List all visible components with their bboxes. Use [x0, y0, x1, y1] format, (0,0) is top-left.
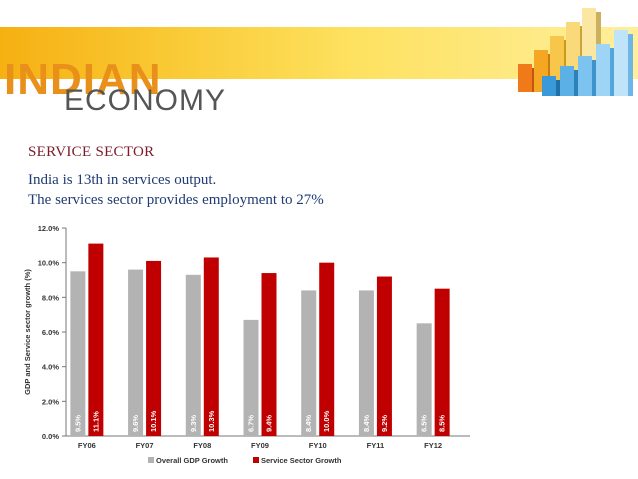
service-growth-bar [376, 276, 392, 436]
bar-value-label: 9.4% [265, 415, 274, 432]
bar-chart-logo-icon [518, 8, 633, 96]
x-tick-label: FY08 [193, 441, 211, 450]
x-tick-label: FY07 [136, 441, 154, 450]
y-tick-label: 0.0% [42, 432, 59, 441]
x-tick-label: FY10 [309, 441, 327, 450]
service-growth-bar [261, 273, 277, 436]
bar-value-label: 9.5% [73, 415, 82, 432]
gdp-growth-bar [243, 319, 259, 436]
legend-swatch [148, 457, 154, 463]
gdp-growth-bar [358, 290, 374, 436]
x-tick-label: FY06 [78, 441, 96, 450]
gdp-growth-bar [185, 274, 201, 436]
bar-value-label: 10.3% [207, 410, 216, 432]
bar-value-label: 9.6% [131, 415, 140, 432]
y-axis-label: GDP and Service sector growth (%) [23, 269, 32, 395]
gdp-growth-bar [301, 290, 317, 436]
service-growth-bar [88, 243, 104, 436]
growth-bar-chart: 0.0% 2.0% 4.0% 6.0% 8.0% 10.0% 12.0% GDP and Se… [23, 224, 470, 465]
bar-value-label: 9.2% [380, 415, 389, 432]
logo-word-economy: ECONOMY [64, 84, 227, 117]
y-tick-label: 2.0% [42, 397, 59, 406]
section-heading: SERVICE SECTOR [28, 144, 155, 160]
bar-value-label: 10.1% [149, 410, 158, 432]
y-tick-label: 10.0% [38, 259, 60, 268]
gdp-growth-bar [416, 323, 432, 436]
bar-value-label: 6.5% [420, 415, 429, 432]
bar-value-label: 8.4% [304, 415, 313, 432]
x-tick-label: FY09 [251, 441, 269, 450]
y-tick-label: 8.0% [42, 293, 59, 302]
service-growth-bar [146, 260, 162, 436]
bar-value-label: 6.7% [247, 415, 256, 432]
y-tick-label: 12.0% [38, 224, 60, 233]
x-tick-label: FY12 [424, 441, 442, 450]
service-growth-bar [203, 257, 219, 436]
legend-label: Overall GDP Growth [156, 456, 228, 465]
legend-swatch [253, 457, 259, 463]
body-line-1: India is 13th in services output. [28, 172, 217, 188]
service-growth-bar [434, 288, 450, 436]
gdp-growth-bar [128, 269, 144, 436]
growth-chart: 0.0% 2.0% 4.0% 6.0% 8.0% 10.0% 12.0% GDP and Se… [20, 219, 475, 472]
bar-value-label: 10.0% [322, 410, 331, 432]
service-growth-bar [319, 262, 335, 436]
bar-value-label: 11.1% [91, 411, 100, 432]
bar-value-label: 9.3% [189, 415, 198, 432]
bar-value-label: 8.5% [438, 415, 447, 432]
y-tick-label: 4.0% [42, 363, 59, 372]
legend-label: Service Sector Growth [261, 456, 342, 465]
gdp-growth-bar [70, 271, 86, 436]
logo-word-indian: INDIAN [4, 55, 162, 104]
body-line-2: The services sector provides employment … [28, 192, 324, 208]
bar-value-label: 8.4% [362, 415, 371, 432]
y-tick-label: 6.0% [42, 328, 59, 337]
x-tick-label: FY11 [367, 441, 385, 450]
